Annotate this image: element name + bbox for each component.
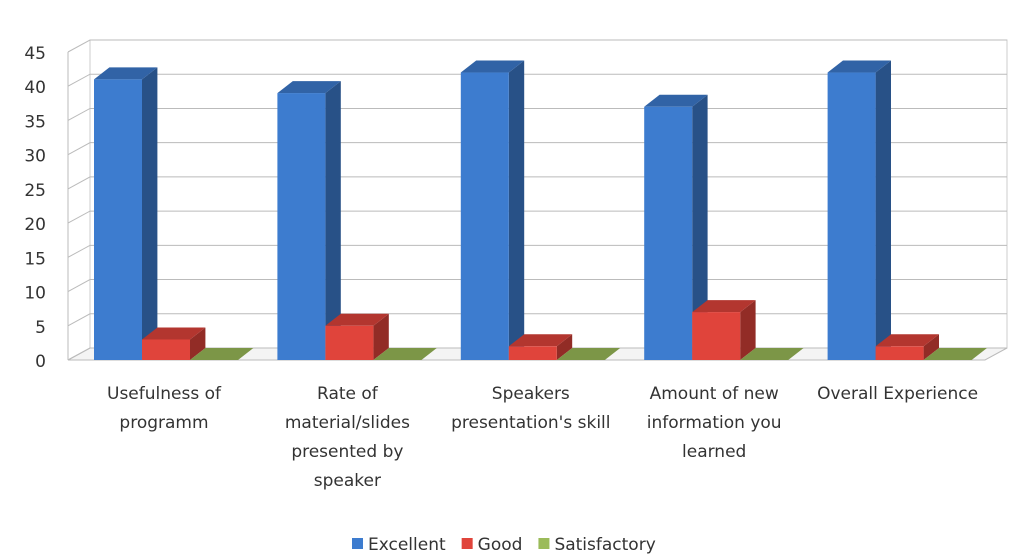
bar-side xyxy=(508,60,525,361)
legend-swatch xyxy=(352,538,363,549)
bar-top xyxy=(142,327,206,340)
y-tick-label: 45 xyxy=(24,44,46,64)
y-tick-label: 25 xyxy=(24,181,46,201)
bar-front xyxy=(277,93,326,361)
bar-top xyxy=(460,60,525,73)
x-tick-label: Usefulness of programm xyxy=(107,384,221,433)
legend-label: Satisfactory xyxy=(554,535,655,555)
y-tick-label: 5 xyxy=(35,318,46,338)
bar-top xyxy=(94,67,158,80)
y-tick-label: 35 xyxy=(24,112,46,132)
grid-line xyxy=(67,39,1007,53)
y-tick-label: 10 xyxy=(24,284,46,304)
bar-top xyxy=(923,348,987,360)
bar-top xyxy=(644,94,708,107)
bar-top xyxy=(740,348,804,360)
bar xyxy=(556,348,621,360)
bar-front xyxy=(508,346,557,360)
bar-side xyxy=(190,327,206,360)
bar-front xyxy=(325,325,374,360)
bar-side xyxy=(556,334,573,360)
bar-side xyxy=(923,334,939,360)
y-tick-label: 20 xyxy=(24,215,46,235)
bar xyxy=(373,348,437,360)
legend-label: Excellent xyxy=(368,535,446,555)
y-tick-label: 15 xyxy=(24,249,46,269)
bar-top xyxy=(325,313,389,326)
bar xyxy=(94,67,158,360)
bar xyxy=(827,60,891,361)
bar-top xyxy=(190,348,254,360)
legend-swatch xyxy=(538,538,550,549)
bar-top xyxy=(692,300,756,313)
bar xyxy=(277,81,341,361)
bar-top xyxy=(556,348,621,360)
bar-top xyxy=(373,348,437,360)
bar xyxy=(508,334,573,360)
bar-side xyxy=(875,60,891,361)
x-tick-label: Speakers presentation's skill xyxy=(451,384,611,433)
y-tick-label: 30 xyxy=(24,147,46,167)
bar-top xyxy=(508,334,573,347)
bar-side xyxy=(373,313,389,360)
bar-side xyxy=(325,81,341,361)
bar-front xyxy=(460,72,509,361)
bar xyxy=(142,327,206,360)
bar-front xyxy=(692,312,741,360)
bar-front xyxy=(94,79,142,360)
bar-side xyxy=(692,94,708,360)
legend-label: Good xyxy=(478,535,523,555)
legend-swatch xyxy=(461,538,473,549)
bar-front xyxy=(644,106,693,360)
x-tick-label: Amount of new information you learned xyxy=(646,384,782,462)
bar-front xyxy=(827,72,876,361)
bar xyxy=(923,348,987,360)
bar-front xyxy=(875,346,924,360)
bar xyxy=(644,94,708,360)
bar xyxy=(692,300,756,360)
bar xyxy=(740,348,804,360)
bar-front xyxy=(142,339,190,360)
y-tick-label: 0 xyxy=(35,352,46,372)
x-tick-label: Rate of material/slides presented by spe… xyxy=(284,384,410,491)
bar-side xyxy=(740,300,756,360)
bar-top xyxy=(277,81,341,94)
bar-side xyxy=(142,67,158,360)
bar xyxy=(190,348,254,360)
x-tick-label: Overall Experience xyxy=(817,384,979,404)
bar xyxy=(325,313,389,360)
bar xyxy=(875,334,939,360)
grid-line xyxy=(67,73,1007,87)
bar-top xyxy=(827,60,891,73)
y-tick-label: 40 xyxy=(24,78,46,98)
bar-top xyxy=(875,334,939,347)
bar xyxy=(460,60,525,361)
